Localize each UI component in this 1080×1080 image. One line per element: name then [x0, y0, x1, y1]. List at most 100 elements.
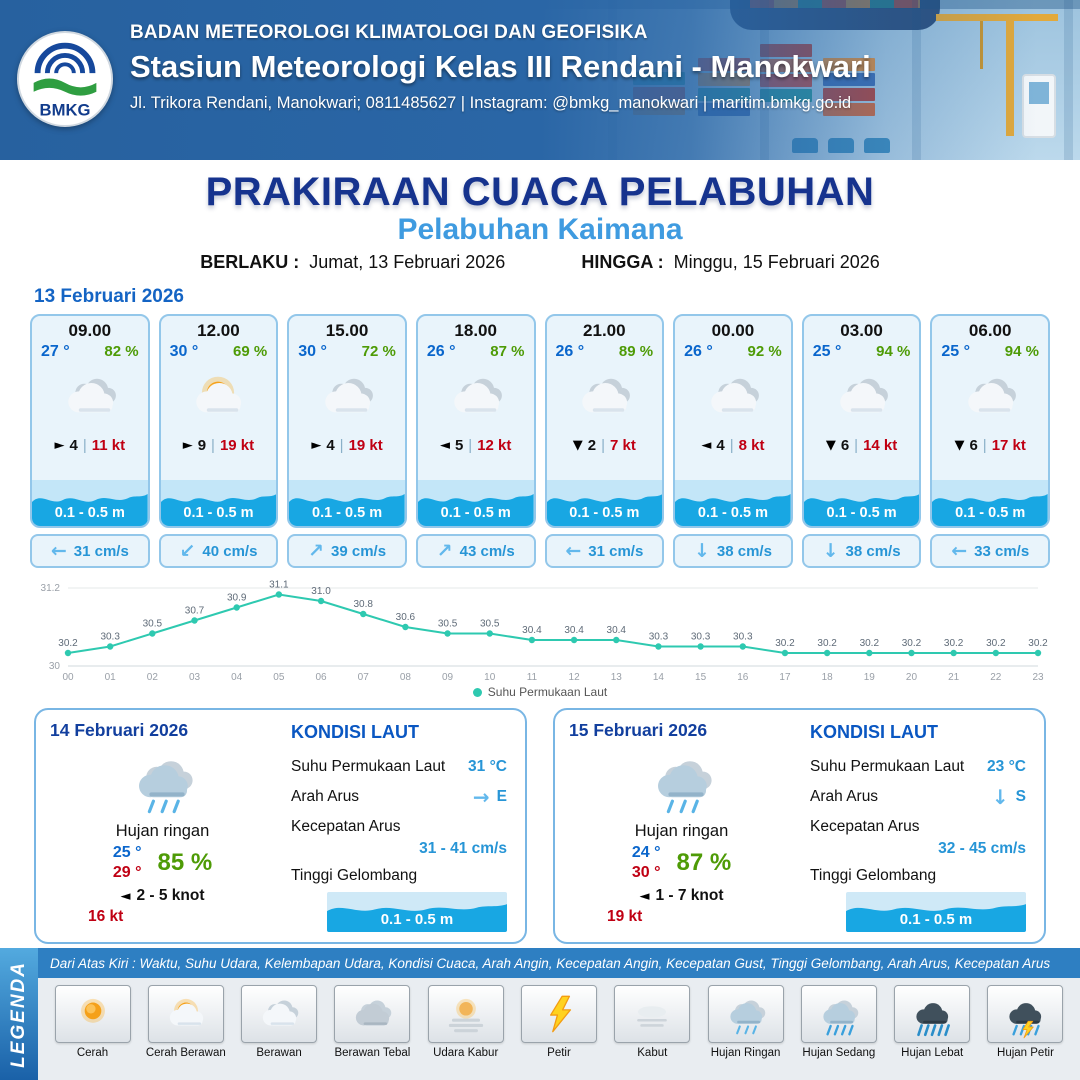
legend-item: Cerah [48, 985, 137, 1059]
forecast-time: 00.00 [711, 321, 755, 340]
weather-icon [47, 362, 133, 432]
day-forecast-card: 15 Februari 2026 Hujan ringan 24 ° 30 ° … [553, 708, 1046, 944]
svg-text:30.4: 30.4 [607, 625, 627, 636]
svg-text:01: 01 [105, 672, 117, 683]
gust-speed: 14 kt [863, 436, 898, 454]
title-block: PRAKIRAAN CUACA PELABUHAN Pelabuhan Kaim… [0, 170, 1080, 278]
gust-speed: 12 kt [477, 436, 512, 454]
wind-speed: 4 [69, 436, 78, 454]
svg-text:02: 02 [147, 672, 159, 683]
svg-text:14: 14 [653, 672, 665, 683]
wave-height-badge: 0.1 - 0.5 m [289, 480, 405, 526]
svg-text:31.0: 31.0 [311, 586, 331, 597]
weather-icon [904, 988, 960, 1040]
forecast-card: 00.00 26 ° 92 % ◄ 4 | 8 kt 0.1 - 0.5 m [673, 314, 793, 568]
sst-label: Suhu Permukaan Laut [291, 758, 446, 775]
legend-item-label: Kabut [637, 1047, 668, 1059]
port-name: Pelabuhan Kaimana [397, 213, 683, 246]
separator: | [339, 436, 344, 454]
sst-row: Suhu Permukaan Laut 23 °C [810, 758, 1026, 776]
wind-row: ◄ 5 | 12 kt [418, 432, 534, 458]
wave-height-value: 0.1 - 0.5 m [440, 505, 511, 521]
legend-title-bar: LEGENDA [0, 948, 38, 1080]
sea-conditions: KONDISI LAUT Suhu Permukaan Laut 31 °C A… [275, 720, 511, 932]
legend-item: Hujan Petir [981, 985, 1070, 1059]
day-gust: 16 kt [88, 908, 124, 925]
legend-item-tile [54, 985, 131, 1043]
forecast-time: 12.00 [197, 321, 240, 340]
forecast-card: 06.00 25 ° 94 % ▼ 6 | 17 kt 0.1 - 0.5 m [930, 314, 1050, 568]
weather-icon [251, 988, 307, 1040]
wave-height-badge: 0.1 - 0.5 m [675, 480, 791, 526]
weather-icon [158, 988, 214, 1040]
wind-direction-icon: ◄ [439, 437, 450, 453]
legend-item-label: Hujan Lebat [901, 1047, 964, 1059]
current-speed: 31 cm/s [588, 542, 644, 560]
max-temperature: 30 ° [631, 864, 661, 881]
forecast-time: 03.00 [840, 321, 883, 340]
day-temp-humidity: 25 ° 29 ° 85 % [113, 844, 212, 882]
wave-height-badge: 0.1 - 0.5 m [327, 892, 507, 932]
current-speed: 43 cm/s [459, 542, 515, 560]
wave-height-badge: 0.1 - 0.5 m [846, 892, 1026, 932]
legend-item: Hujan Lebat [888, 985, 977, 1059]
day-wind: ◄ 2 - 5 knot [120, 887, 204, 905]
day-gust: 19 kt [607, 908, 643, 925]
svg-text:22: 22 [990, 672, 1002, 683]
forecast-time: 18.00 [454, 321, 497, 340]
svg-text:31.1: 31.1 [269, 580, 289, 591]
wind-direction-icon: ► [54, 437, 65, 453]
day-wind: ◄ 1 - 7 knot [639, 887, 723, 905]
air-temperature: 25 ° [812, 343, 842, 360]
station-address: Jl. Trikora Rendani, Manokwari; 08114856… [130, 94, 852, 112]
current-direction-label: Arah Arus [810, 788, 879, 805]
legend-item-tile [427, 985, 504, 1043]
wave-height-badge: 0.1 - 0.5 m [546, 480, 663, 526]
legend-item-tile [241, 985, 318, 1043]
sea-conditions-title: KONDISI LAUT [810, 722, 938, 742]
svg-text:16: 16 [737, 672, 749, 683]
current-box: ↗ 43 cm/s [415, 534, 536, 568]
min-temperature: 24 ° [631, 844, 661, 861]
current-direction-value: S [1015, 788, 1026, 805]
forecast-card-box: 09.00 27 ° 82 % ► 4 | 11 kt 0.1 - 0.5 m [30, 314, 150, 528]
gust-speed: 7 kt [610, 436, 636, 454]
current-speed-label: Kecepatan Arus [291, 818, 401, 835]
day1-date: 13 Februari 2026 [34, 286, 184, 307]
legend-item-label: Petir [547, 1047, 571, 1059]
header-overlay [0, 0, 1080, 160]
forecast-card-box: 06.00 25 ° 94 % ▼ 6 | 17 kt 0.1 - 0.5 m [930, 314, 1050, 528]
svg-text:30.3: 30.3 [649, 632, 669, 643]
svg-text:13: 13 [611, 672, 623, 683]
bmkg-logo-text: BMKG [40, 100, 91, 119]
legend-section: LEGENDA Dari Atas Kiri : Waktu, Suhu Uda… [0, 948, 1080, 1080]
legend-item-tile [614, 985, 691, 1043]
svg-text:00: 00 [62, 672, 74, 683]
current-direction-icon: ← [565, 540, 582, 562]
legend-items: Cerah Cerah Berawan Berawan [38, 978, 1080, 1080]
wave-height-row: Tinggi Gelombang [810, 867, 1026, 885]
forecast-card: 09.00 27 ° 82 % ► 4 | 11 kt 0.1 - 0.5 m [30, 314, 150, 568]
wave-height-badge: 0.1 - 0.5 m [417, 480, 534, 526]
legend-item-tile [520, 985, 597, 1043]
separator: | [468, 436, 473, 454]
svg-text:23: 23 [1032, 672, 1044, 683]
weather-icon [811, 988, 867, 1040]
wind-row: ▼ 6 | 17 kt [932, 432, 1048, 458]
svg-text:08: 08 [400, 672, 412, 683]
legend-item-label: Cerah Berawan [145, 1047, 226, 1059]
day-date: 15 Februari 2026 [569, 720, 708, 740]
gust-speed: 11 kt [91, 436, 126, 454]
legend-dot-icon [472, 687, 482, 697]
wave-height-value: 0.1 - 0.5 m [955, 505, 1026, 521]
weather-icon [819, 362, 905, 432]
wind-direction-icon: ◄ [701, 437, 712, 453]
day-date: 14 Februari 2026 [50, 720, 189, 740]
current-box: ↙ 40 cm/s [158, 534, 279, 568]
forecast-card: 12.00 30 ° 69 % ► 9 | 19 kt 0.1 - 0.5 m [158, 314, 279, 568]
legend-item: Udara Kabur [421, 985, 510, 1059]
wave-height-value: 0.1 - 0.5 m [569, 505, 640, 521]
svg-text:05: 05 [273, 672, 285, 683]
wind-direction-icon: ▼ [572, 437, 583, 453]
current-speed: 31 cm/s [73, 542, 129, 560]
